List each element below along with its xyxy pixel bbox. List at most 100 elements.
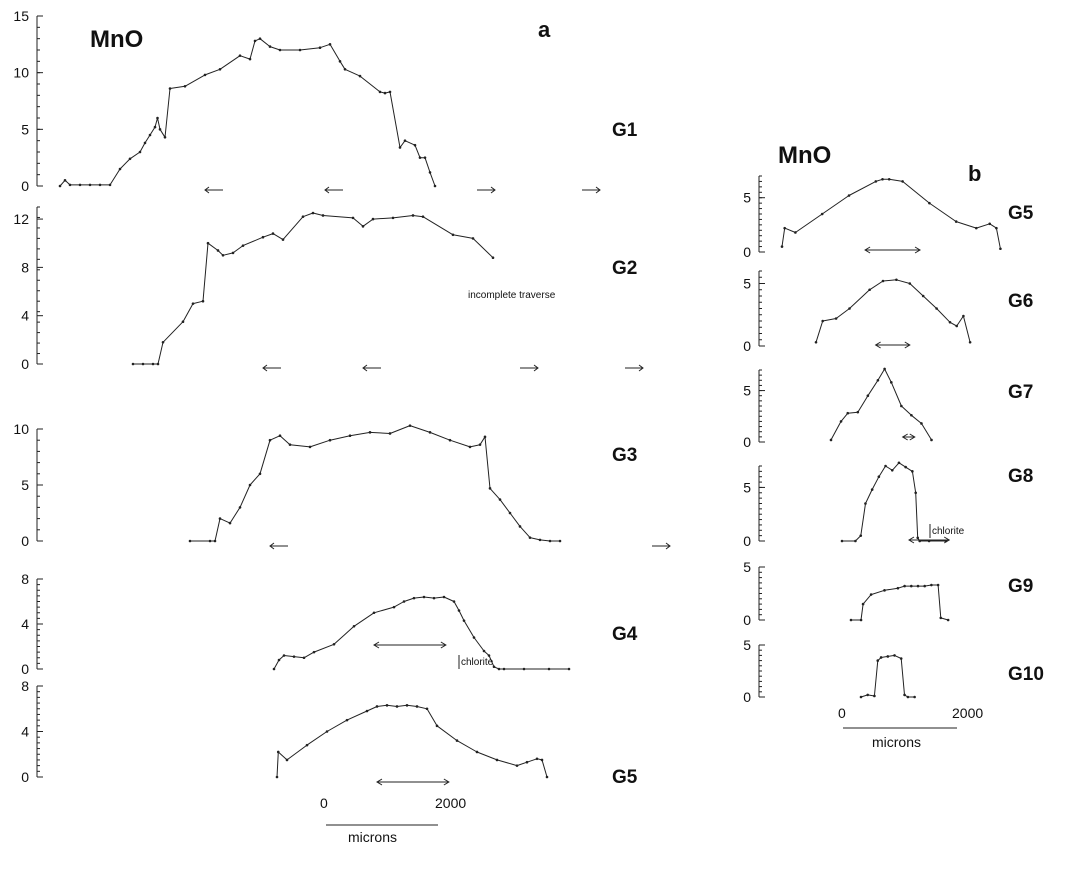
plot-a-g1-point (418, 156, 422, 159)
plot-b-g9-point (936, 583, 940, 587)
plot-a-g2-arrow-head-2 (533, 364, 539, 372)
plot-a-g4-point (392, 605, 396, 609)
plot-b-g5-trace (781, 178, 1001, 249)
plot-b-g8-point (859, 534, 863, 537)
plot-a-g5-point (540, 758, 544, 762)
plot-b-g10-point (893, 654, 896, 657)
plot-b-g6-point (908, 282, 912, 285)
plot-a-g3-point (428, 431, 432, 434)
plot-b-g7-trace (830, 368, 932, 441)
plot-a-g5-point (405, 704, 409, 707)
plot-a-g4-point (452, 600, 456, 603)
plot-b-g9-tick-label-5: 5 (743, 559, 751, 575)
plot-b-g5-point (794, 231, 797, 234)
plot-a-g3-point (348, 434, 352, 438)
plot-b-g5-point (820, 212, 824, 216)
plot-a-g4-point (487, 654, 491, 657)
plot-a-g3-point (208, 539, 212, 543)
plot-b-g6-point (895, 278, 898, 282)
plot-a-g2-point (301, 215, 305, 218)
plot-a-g5-point (495, 758, 499, 762)
plot-a-g2: 0 4 8 12 G2 incomplete traverse (13, 206, 644, 372)
plot-a-g4-point (567, 667, 571, 671)
plot-b-g8: 0 5 G8 chlorite (743, 461, 1033, 549)
panel-b-scale-end-label: 2000 (952, 705, 983, 721)
plot-a-g5-point (345, 718, 349, 722)
plot-a-g5-point (325, 730, 329, 733)
plot-a-g3-point (248, 483, 252, 487)
plot-a-g4-span-right-head (440, 641, 447, 649)
plot-a-g4-tick-label-4: 4 (21, 616, 29, 632)
plot-a-g1-point (58, 184, 62, 188)
plot-a-g3-point (388, 432, 392, 435)
plot-b-g7-point (920, 422, 923, 425)
panel-b-scale-unit-label: microns (872, 734, 921, 750)
plot-b-g7-tick-label-0: 0 (743, 434, 751, 450)
plot-a-g1-point (428, 171, 432, 174)
plot-b-g6-span-right-head (904, 341, 911, 349)
plot-b-g5-point (999, 247, 1002, 251)
plot-a-g1-point (63, 179, 67, 182)
plot-a-g2-point (216, 249, 220, 252)
plot-a-g5-point (525, 760, 529, 764)
plot-b-g8-point (890, 468, 894, 472)
plot-a-g2-tick-label-8: 8 (21, 259, 29, 275)
plot-a-g2-arrow-head-3 (638, 364, 644, 372)
plot-a-g1-point (248, 57, 252, 61)
plot-a-g5-point (285, 758, 289, 762)
plot-a-g1-point (403, 139, 407, 142)
plot-a-g3-tick-label-5: 5 (21, 477, 29, 493)
plot-b-g5-point (783, 226, 786, 230)
plot-a-g4-point (482, 649, 486, 653)
plot-b-g9-point (896, 586, 900, 590)
plot-a-g5-point (515, 764, 519, 767)
plot-b-g7-span-left-head (901, 433, 908, 441)
panel-a-scale-bar: 0 2000 microns (320, 795, 466, 845)
plot-a-g1-point (153, 125, 157, 129)
plot-b-g8-label: G8 (1008, 466, 1033, 487)
plot-a-g2-point (206, 241, 210, 245)
plot-a-g1-point (338, 60, 342, 63)
plot-a-g1-tick-label-15: 15 (13, 8, 29, 24)
plot-a-g5-point (375, 705, 379, 708)
plot-a-g5-point (475, 750, 479, 754)
panel-a-letter: a (538, 17, 551, 42)
plot-a-g1-point (143, 141, 147, 145)
plot-a-g5-point (365, 709, 369, 713)
plot-a-g5-point (435, 724, 439, 728)
plot-a-g1-point (318, 46, 322, 50)
plot-a-g3-point (368, 431, 372, 434)
plot-a-g1-point (68, 183, 72, 187)
plot-a-g2-point (411, 214, 415, 217)
plot-a-g3-point (408, 424, 412, 427)
plot-a-g1-point (253, 39, 257, 43)
plot-a-g4-point (522, 667, 526, 671)
plot-b-g9-point (910, 584, 913, 588)
plot-b-g9-point (903, 584, 906, 588)
plot-a-g3-arrow-head-1 (665, 542, 671, 550)
plot-b-g7-point (839, 420, 843, 423)
plot-b-g6-point (814, 340, 818, 344)
plot-a-g3-point (188, 539, 192, 543)
plot-a-g5-point (385, 704, 389, 707)
plot-a-g3-point (528, 536, 532, 539)
plot-b-g5-point (881, 177, 884, 181)
plot-a-g2-label: G2 (612, 258, 637, 279)
plot-a-g4-span-left-head (373, 641, 380, 649)
plot-b-g8-point (904, 465, 907, 469)
plot-a-g1-arrow-head-0 (204, 186, 210, 194)
plot-b-g5-point (780, 245, 784, 248)
plot-a-g4-trace (273, 596, 569, 670)
plot-a-g2-point (131, 362, 135, 366)
plot-b-g10-point (859, 695, 863, 699)
plot-b-g7-label: G7 (1008, 382, 1033, 403)
plot-a-g3-point (308, 445, 312, 449)
plot-a-g3-point (268, 438, 272, 442)
plot-b-g7-span-right-head (909, 433, 916, 441)
plot-a-g3-trace (190, 425, 560, 542)
plot-b-g8-tick-label-0: 0 (743, 533, 751, 549)
plot-b-g6-point (834, 317, 838, 320)
plot-a-g4-point (492, 665, 496, 669)
plot-a-g1-point (128, 157, 132, 161)
